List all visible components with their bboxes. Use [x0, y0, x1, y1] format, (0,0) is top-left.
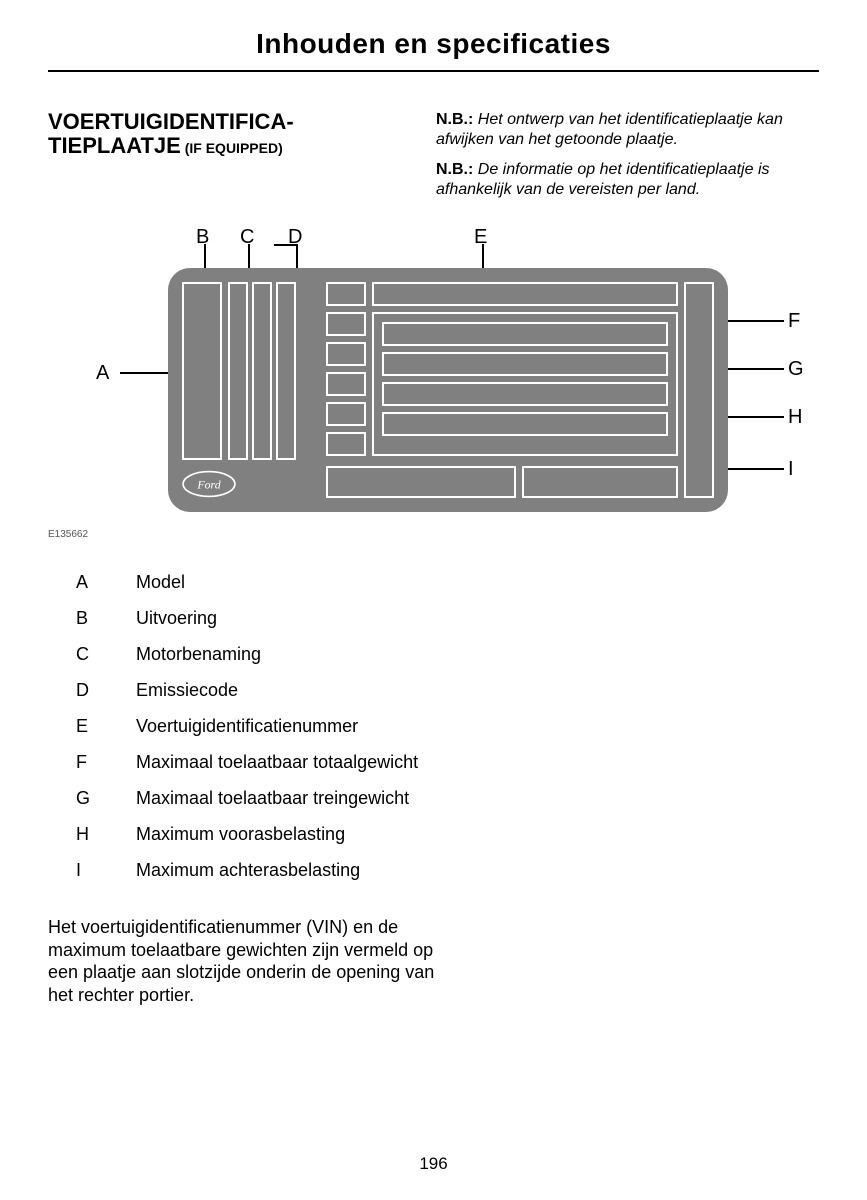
plate-body: Ford [168, 268, 728, 512]
legend-row: IMaximum achterasbelasting [76, 852, 819, 888]
legend-row: BUitvoering [76, 600, 819, 636]
legend-key: B [76, 600, 136, 636]
callout-g: G [788, 358, 804, 381]
legend-value: Motorbenaming [136, 636, 261, 672]
box-mid-2 [326, 312, 366, 336]
box-bottom-2 [522, 466, 678, 498]
legend-key: F [76, 744, 136, 780]
legend-row: DEmissiecode [76, 672, 819, 708]
legend-key: D [76, 672, 136, 708]
box-row-i [382, 412, 668, 436]
legend-row: AModel [76, 564, 819, 600]
ford-logo-icon: Ford [182, 470, 236, 498]
svg-text:Ford: Ford [196, 477, 220, 491]
section-heading-line2: TIEPLAATJE [48, 133, 181, 158]
box-bottom-1 [326, 466, 516, 498]
box-right-rail [684, 282, 714, 498]
callout-b: B [196, 226, 209, 249]
legend-key: G [76, 780, 136, 816]
legend-key: E [76, 708, 136, 744]
note-2: N.B.: De informatie op het identificatie… [436, 160, 819, 200]
legend-key: A [76, 564, 136, 600]
box-mid-4 [326, 372, 366, 396]
box-mid-3 [326, 342, 366, 366]
legend-row: CMotorbenaming [76, 636, 819, 672]
box-row-f [382, 322, 668, 346]
box-col-c [252, 282, 272, 460]
legend-value: Emissiecode [136, 672, 238, 708]
callout-a: A [96, 362, 109, 385]
callout-f: F [788, 310, 800, 333]
legend-key: H [76, 816, 136, 852]
legend-key: I [76, 852, 136, 888]
section-heading-block: VOERTUIGIDENTIFICA- TIEPLAATJE (IF EQUIP… [48, 110, 408, 210]
section-heading-line2-wrap: TIEPLAATJE (IF EQUIPPED) [48, 134, 408, 158]
legend-value: Model [136, 564, 185, 600]
callout-i: I [788, 458, 794, 481]
box-mid-6 [326, 432, 366, 456]
notes-block: N.B.: Het ontwerp van het identificatiep… [436, 110, 819, 210]
legend-row: FMaximaal toelaatbaar totaalgewicht [76, 744, 819, 780]
legend-value: Maximaal toelaatbaar totaalgewicht [136, 744, 418, 780]
note-1-text: Het ontwerp van het identificatieplaatje… [436, 111, 783, 148]
legend-row: GMaximaal toelaatbaar treingewicht [76, 780, 819, 816]
image-reference: E135662 [48, 529, 88, 540]
legend-row: HMaximum voorasbelasting [76, 816, 819, 852]
page-title: Inhouden en specificaties [48, 28, 819, 72]
legend-value: Uitvoering [136, 600, 217, 636]
section-heading-line1: VOERTUIGIDENTIFICA- [48, 110, 408, 134]
body-paragraph: Het voertuigidentificatienummer (VIN) en… [48, 916, 448, 1006]
box-col-d [276, 282, 296, 460]
legend-value: Maximum achterasbelasting [136, 852, 360, 888]
legend-list: AModel BUitvoering CMotorbenaming DEmiss… [76, 564, 819, 888]
leader-d-h [274, 244, 298, 246]
box-col-b [228, 282, 248, 460]
note-2-text: De informatie op het identificatieplaatj… [436, 161, 770, 198]
callout-h: H [788, 406, 802, 429]
page-number: 196 [0, 1154, 867, 1174]
note-1-label: N.B.: [436, 111, 473, 128]
intro-columns: VOERTUIGIDENTIFICA- TIEPLAATJE (IF EQUIP… [48, 110, 819, 210]
note-1: N.B.: Het ontwerp van het identificatiep… [436, 110, 819, 150]
box-row-h [382, 382, 668, 406]
legend-value: Maximum voorasbelasting [136, 816, 345, 852]
legend-row: EVoertuigidentificatienummer [76, 708, 819, 744]
box-row-g [382, 352, 668, 376]
box-mid-1 [326, 282, 366, 306]
legend-key: C [76, 636, 136, 672]
identification-plate-diagram: A B C D E F G H I F [48, 220, 818, 540]
note-2-label: N.B.: [436, 161, 473, 178]
section-sub: (IF EQUIPPED) [181, 140, 283, 156]
box-mid-5 [326, 402, 366, 426]
legend-value: Voertuigidentificatienummer [136, 708, 358, 744]
box-row-e [372, 282, 678, 306]
callout-e: E [474, 226, 487, 249]
box-col-a [182, 282, 222, 460]
legend-value: Maximaal toelaatbaar treingewicht [136, 780, 409, 816]
